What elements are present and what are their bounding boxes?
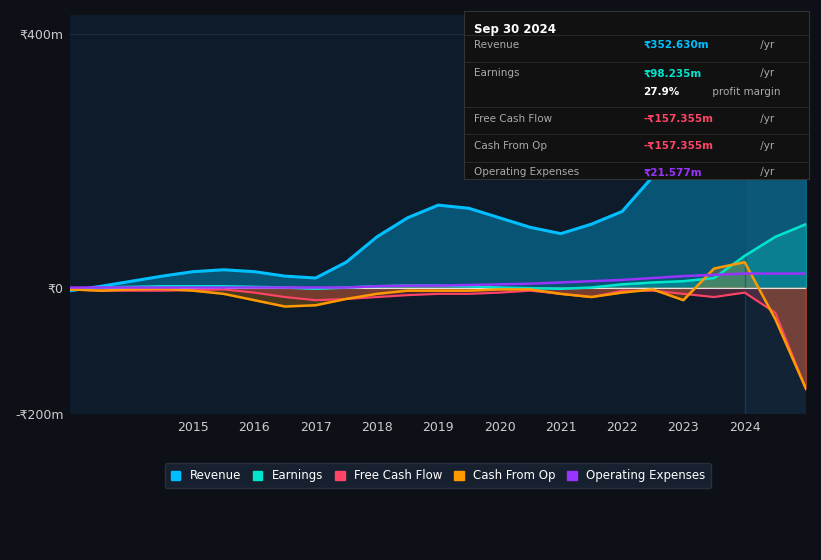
Text: Sep 30 2024: Sep 30 2024 bbox=[475, 23, 556, 36]
Text: Revenue: Revenue bbox=[475, 40, 520, 50]
Text: Earnings: Earnings bbox=[475, 68, 520, 78]
Text: ₹352.630m: ₹352.630m bbox=[643, 40, 709, 50]
Legend: Revenue, Earnings, Free Cash Flow, Cash From Op, Operating Expenses: Revenue, Earnings, Free Cash Flow, Cash … bbox=[165, 464, 711, 488]
Text: -₹157.355m: -₹157.355m bbox=[643, 141, 713, 151]
Text: /yr: /yr bbox=[757, 40, 774, 50]
Text: Cash From Op: Cash From Op bbox=[475, 141, 548, 151]
Text: /yr: /yr bbox=[757, 167, 774, 178]
Text: ₹21.577m: ₹21.577m bbox=[643, 167, 702, 178]
Text: -₹157.355m: -₹157.355m bbox=[643, 114, 713, 124]
Text: 27.9%: 27.9% bbox=[643, 87, 680, 97]
Text: Free Cash Flow: Free Cash Flow bbox=[475, 114, 553, 124]
Text: ₹98.235m: ₹98.235m bbox=[643, 68, 701, 78]
Text: Operating Expenses: Operating Expenses bbox=[475, 167, 580, 178]
Text: /yr: /yr bbox=[757, 68, 774, 78]
Text: /yr: /yr bbox=[757, 114, 774, 124]
Bar bbox=[745, 15, 806, 414]
Text: profit margin: profit margin bbox=[709, 87, 780, 97]
Text: /yr: /yr bbox=[757, 141, 774, 151]
